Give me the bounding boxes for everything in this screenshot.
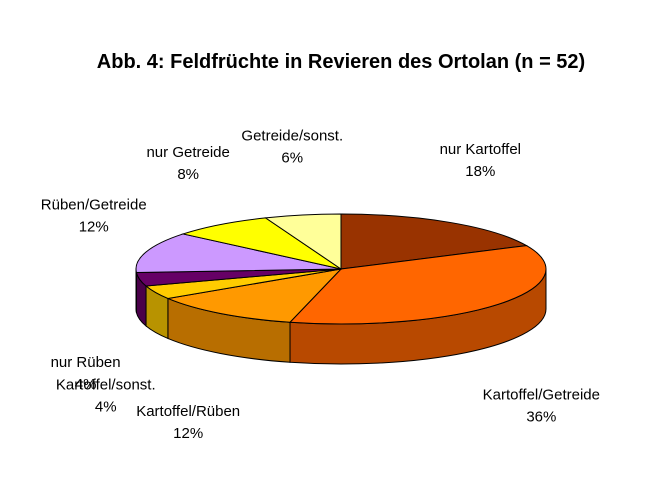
slice-label-r-ben-getreide: Rüben/Getreide 12% <box>41 197 147 236</box>
slice-label-getreide-sonst: Getreide/sonst. 6% <box>241 128 343 167</box>
slice-label-nur-getreide: nur Getreide 8% <box>146 144 229 183</box>
slice-label-nur-kartoffel: nur Kartoffel 18% <box>440 141 521 180</box>
slice-label-nur-r-ben: nur Rüben 4% <box>51 354 121 393</box>
slice-label-kartoffel-getreide: Kartoffel/Getreide 36% <box>483 387 600 426</box>
slice-label-kartoffel-sonst: Kartoffel/sonst. 4% <box>56 376 156 415</box>
pie-tops <box>135 213 547 325</box>
pie-slice-nur-kartoffel <box>340 213 529 270</box>
chart-title: Abb. 4: Feldfrüchte in Revieren des Orto… <box>97 51 585 73</box>
pie-slice-nur-getreide <box>181 217 342 270</box>
pie-slice-kartoffel-getreide <box>288 245 547 325</box>
pie-slice-r-ben-getreide <box>135 233 342 273</box>
slice-label-kartoffel-r-ben: Kartoffel/Rüben 12% <box>136 403 240 442</box>
slice-labels: nur Kartoffel 18% Kartoffel/Getreide 36% Kar… <box>41 128 600 442</box>
pie-slice-kartoffel-r-ben <box>166 268 343 323</box>
pie-slice-getreide-sonst <box>264 213 342 270</box>
